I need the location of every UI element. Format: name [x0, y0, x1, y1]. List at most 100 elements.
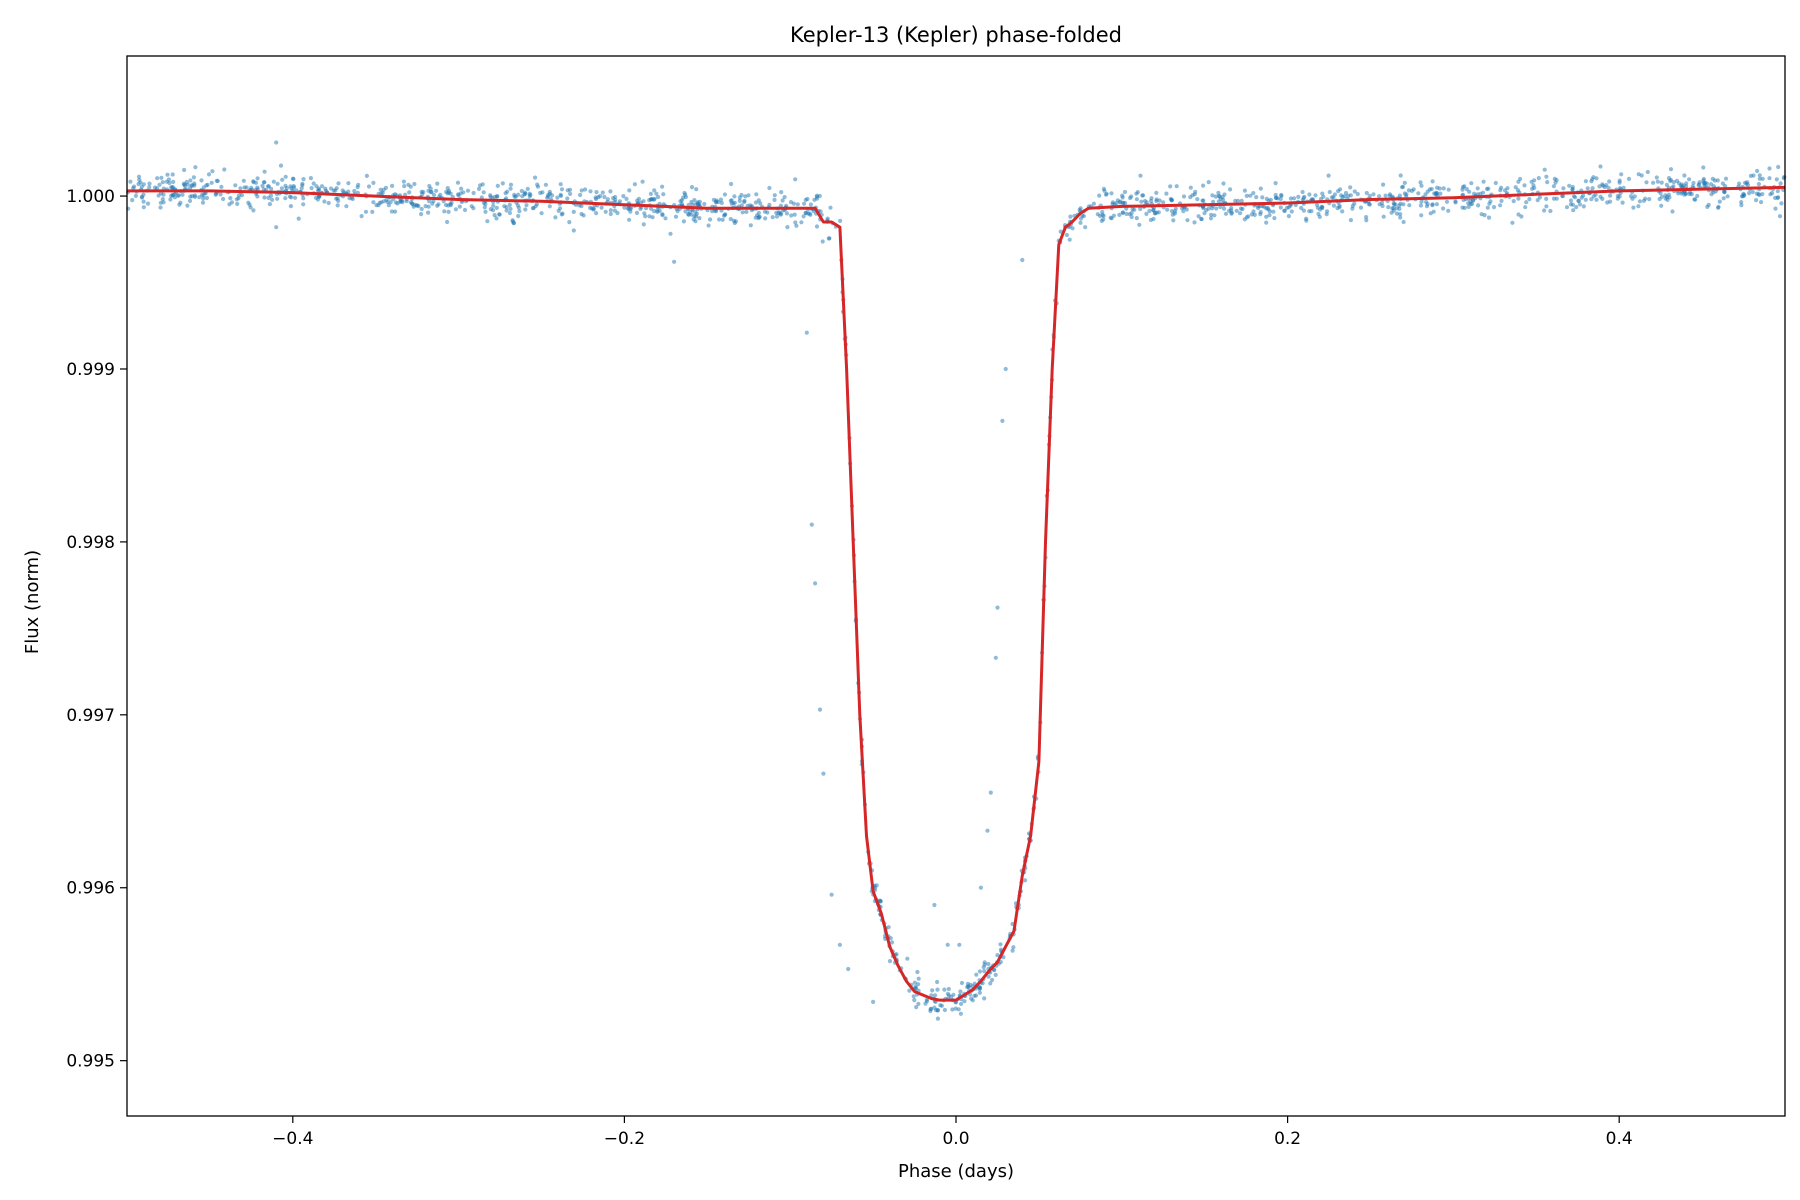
- data-point: [1433, 191, 1438, 196]
- data-point: [728, 217, 733, 222]
- data-point: [1608, 199, 1613, 204]
- data-point: [1171, 218, 1176, 223]
- data-point: [1777, 214, 1783, 219]
- data-point: [758, 201, 763, 206]
- data-point: [465, 188, 471, 193]
- data-point: [929, 1006, 934, 1012]
- data-point: [1670, 209, 1675, 214]
- x-tick-label: −0.4: [272, 1129, 313, 1149]
- data-point: [687, 210, 693, 215]
- data-point: [1516, 212, 1521, 217]
- data-point: [1527, 197, 1532, 202]
- data-point: [161, 192, 166, 197]
- data-point: [344, 204, 349, 209]
- data-point: [1480, 190, 1486, 195]
- data-point: [1446, 187, 1451, 192]
- data-point: [1409, 188, 1414, 193]
- data-point: [641, 222, 646, 227]
- data-point: [907, 988, 912, 993]
- data-point: [1636, 172, 1641, 177]
- data-point: [1568, 202, 1573, 207]
- data-point: [1679, 182, 1684, 187]
- data-point: [1326, 173, 1331, 178]
- data-point: [1636, 204, 1641, 209]
- data-point: [1591, 194, 1596, 199]
- data-point: [389, 209, 394, 214]
- data-point: [1331, 203, 1336, 208]
- data-point: [1476, 203, 1481, 208]
- data-point: [683, 192, 688, 197]
- data-point: [1631, 205, 1636, 210]
- data-point: [804, 330, 809, 335]
- data-point: [599, 205, 604, 210]
- data-point: [419, 206, 424, 212]
- data-point: [1023, 878, 1028, 883]
- data-point: [1152, 211, 1158, 216]
- data-point: [228, 196, 233, 201]
- data-point: [1278, 205, 1283, 210]
- data-point: [301, 196, 306, 201]
- data-point: [147, 185, 152, 190]
- data-point: [887, 959, 893, 964]
- data-point: [1214, 206, 1219, 211]
- data-point: [695, 201, 700, 206]
- data-point: [168, 197, 173, 202]
- data-point: [1327, 189, 1332, 195]
- data-point: [729, 181, 734, 187]
- data-point: [1695, 193, 1700, 199]
- data-point: [227, 202, 232, 207]
- data-point: [527, 191, 532, 196]
- data-point: [1430, 203, 1435, 208]
- data-point: [386, 203, 391, 208]
- data-point: [1174, 184, 1179, 189]
- data-point: [481, 190, 486, 195]
- data-point: [1228, 187, 1233, 192]
- data-point: [803, 197, 808, 202]
- data-point: [352, 188, 357, 194]
- data-point: [1208, 216, 1214, 221]
- data-point: [1381, 182, 1386, 187]
- data-point: [588, 189, 593, 194]
- y-axis-label: Flux (norm): [22, 550, 43, 654]
- data-point: [1307, 192, 1312, 197]
- data-point: [336, 198, 341, 203]
- data-point: [1377, 194, 1382, 199]
- data-point: [170, 172, 175, 177]
- data-point: [1666, 176, 1672, 181]
- data-point: [136, 174, 142, 179]
- data-point: [647, 214, 652, 219]
- data-point: [1717, 199, 1722, 204]
- data-point: [1202, 211, 1207, 216]
- data-point: [814, 196, 820, 201]
- data-point: [627, 217, 632, 222]
- data-point: [316, 187, 322, 192]
- data-point: [1320, 191, 1325, 196]
- data-point: [471, 190, 476, 196]
- y-tick-label: 0.999: [66, 360, 115, 380]
- data-point: [1667, 195, 1672, 200]
- data-point: [430, 201, 435, 206]
- data-point: [448, 202, 453, 207]
- data-point: [1444, 199, 1450, 204]
- data-point: [1148, 217, 1153, 223]
- data-point: [799, 220, 804, 225]
- data-point: [594, 190, 599, 195]
- data-point: [255, 194, 260, 199]
- data-point: [946, 986, 951, 992]
- data-point: [507, 210, 512, 216]
- data-point: [1551, 184, 1556, 189]
- data-point: [1300, 189, 1305, 195]
- data-point: [1264, 214, 1269, 219]
- data-point: [1242, 188, 1247, 193]
- data-point: [1664, 182, 1669, 187]
- data-point: [611, 196, 616, 201]
- data-point: [346, 181, 351, 186]
- data-point: [930, 988, 935, 993]
- data-point: [535, 182, 540, 187]
- data-point: [763, 216, 768, 221]
- data-point: [1371, 192, 1376, 197]
- data-point: [1120, 195, 1125, 200]
- data-point: [403, 192, 408, 197]
